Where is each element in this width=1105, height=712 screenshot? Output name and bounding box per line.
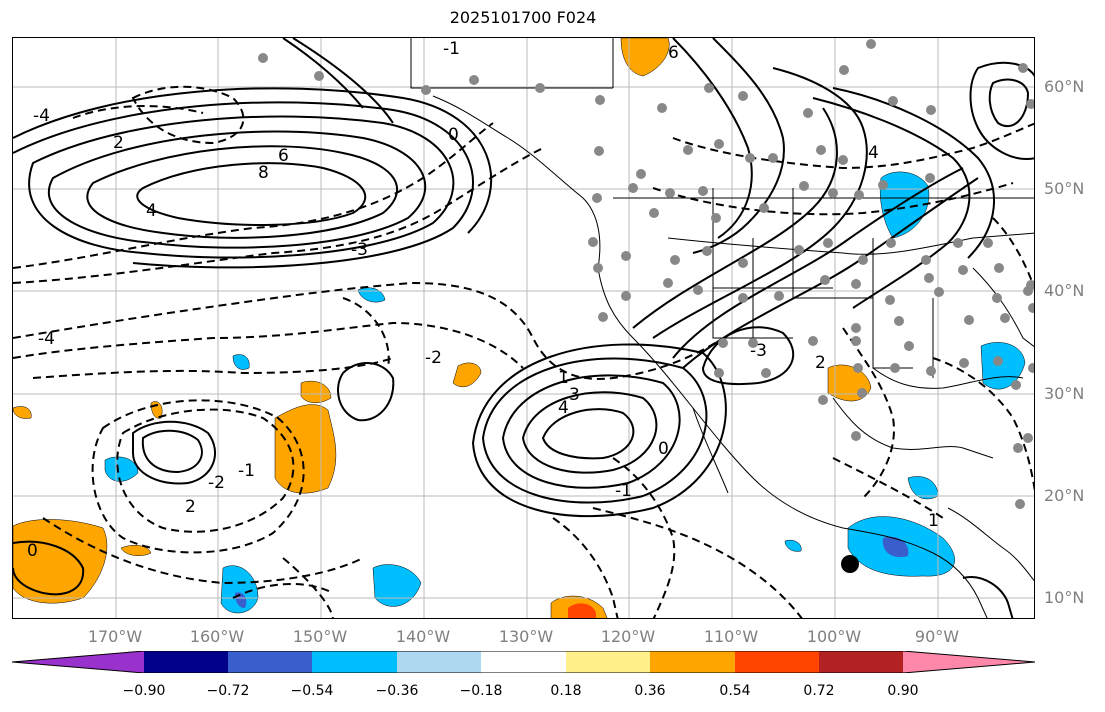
positive-shade: [13, 519, 108, 604]
weather-map-svg: 8 6 4 2 0 -3 -4 -2 -1 4 3 1 -1 0 2 -2 -4…: [13, 38, 1034, 618]
negative-shade: [784, 539, 802, 552]
positive-shade: [120, 545, 152, 556]
colorbar-segments: [12, 651, 1035, 673]
highlight-station-dot: [841, 555, 859, 573]
contour-label: -4: [33, 106, 50, 126]
contour-label: 2: [113, 133, 124, 153]
contour-label: -4: [38, 329, 55, 349]
colorbar-tick-label: 0.90: [887, 683, 919, 699]
colorbar-segment: [735, 651, 819, 673]
graticule-lines: [13, 38, 1034, 618]
colorbar-tick-label: −0.36: [375, 683, 419, 699]
colorbar: [12, 651, 1035, 673]
colorbar-segment: [12, 651, 144, 673]
contour-label: 0: [658, 439, 669, 459]
positive-shade: [300, 380, 332, 403]
negative-shade: [104, 456, 139, 482]
contour-label: 2: [815, 353, 826, 373]
colorbar-tick-label: 0.36: [634, 683, 666, 699]
positive-shade: [452, 362, 482, 388]
colorbar-tick-label: −0.54: [290, 683, 334, 699]
colorbar-segment: [144, 651, 228, 673]
lon-label-120w: 120°W: [600, 627, 656, 646]
negative-shade: [357, 287, 386, 303]
contour-label: -2: [208, 473, 225, 493]
lon-label-90w: 90°W: [914, 627, 960, 646]
colorbar-tick-label: −0.90: [122, 683, 166, 699]
lon-label-130w: 130°W: [498, 627, 554, 646]
positive-shade: [274, 404, 337, 494]
station-dots: [258, 39, 1034, 509]
colorbar-segment: [566, 651, 650, 673]
contour-label: 4: [146, 201, 157, 221]
shaded-regions: [13, 38, 1026, 618]
colorbar-segment: [650, 651, 735, 673]
colorbar-segment: [481, 651, 566, 673]
negative-shade: [980, 342, 1026, 390]
colorbar-segment: [228, 651, 312, 673]
contour-label: -3: [750, 341, 767, 361]
dashed-contours: [13, 85, 1034, 618]
negative-shade: [372, 564, 422, 607]
map-plot-area: 8 6 4 2 0 -3 -4 -2 -1 4 3 1 -1 0 2 -2 -4…: [12, 37, 1035, 619]
lon-label-170w: 170°W: [87, 627, 143, 646]
contour-label: 6: [668, 43, 679, 63]
positive-shade: [568, 603, 596, 618]
lat-label-60n: 60°N: [1044, 77, 1085, 96]
colorbar-segment: [312, 651, 397, 673]
contour-label: 0: [448, 125, 459, 145]
coastlines: [410, 38, 1034, 618]
contour-label: 0: [27, 541, 38, 561]
lat-label-10n: 10°N: [1044, 588, 1085, 607]
contour-label: 3: [569, 385, 580, 405]
contour-label: 6: [278, 146, 289, 166]
lon-label-140w: 140°W: [395, 627, 451, 646]
lat-label-20n: 20°N: [1044, 486, 1085, 505]
contour-label: 4: [868, 143, 879, 163]
contour-label: -1: [615, 481, 632, 501]
map-title: 2025101700 F024: [449, 8, 597, 27]
lon-label-100w: 100°W: [806, 627, 862, 646]
contour-label: 1: [558, 368, 569, 388]
contour-label: 4: [558, 398, 569, 418]
lon-label-110w: 110°W: [703, 627, 759, 646]
colorbar-tick-label: −0.18: [459, 683, 503, 699]
negative-shade: [882, 536, 909, 558]
positive-shade: [620, 38, 670, 77]
contour-label: -1: [238, 461, 255, 481]
contour-label: -2: [425, 348, 442, 368]
positive-shade: [13, 406, 32, 419]
contour-label: 2: [185, 497, 196, 517]
colorbar-segment: [903, 651, 1035, 673]
lon-label-160w: 160°W: [189, 627, 245, 646]
colorbar-tick-label: −0.72: [206, 683, 250, 699]
lat-label-50n: 50°N: [1044, 179, 1085, 198]
colorbar-tick-label: 0.18: [550, 683, 582, 699]
lat-label-30n: 30°N: [1044, 384, 1085, 403]
contour-label: 8: [258, 163, 269, 183]
colorbar-segment: [397, 651, 481, 673]
contour-label: -3: [351, 240, 368, 260]
colorbar-tick-label: 0.72: [803, 683, 835, 699]
colorbar-segment: [819, 651, 903, 673]
negative-shade: [232, 354, 250, 370]
contour-label: -1: [443, 39, 460, 59]
contour-label: 1: [928, 511, 939, 531]
contour-label-group: 8 6 4 2 0 -3 -4 -2 -1 4 3 1 -1 0 2 -2 -4…: [27, 39, 939, 561]
lon-label-150w: 150°W: [292, 627, 348, 646]
colorbar-tick-label: 0.54: [719, 683, 751, 699]
lat-label-40n: 40°N: [1044, 281, 1085, 300]
